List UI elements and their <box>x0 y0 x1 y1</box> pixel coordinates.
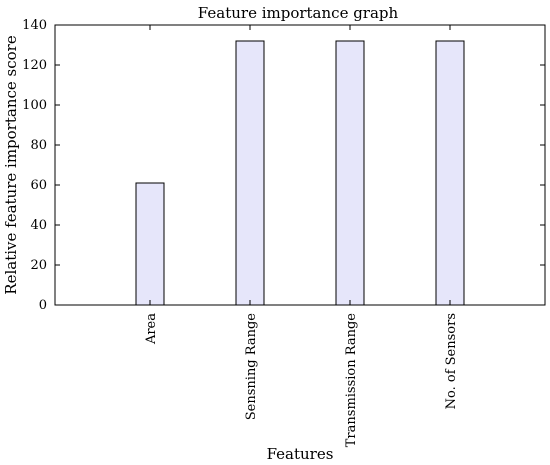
x-axis-label: Features <box>267 445 334 463</box>
bars-group <box>135 40 465 306</box>
y-tick-label: 0 <box>39 298 47 313</box>
plot-area: 0 20 40 60 80 100 120 140 Area Sensning Range Tra… <box>22 18 546 447</box>
bar-no-of-sensors <box>435 40 465 306</box>
y-tick-label: 40 <box>30 218 47 233</box>
y-ticks-group: 0 20 40 60 80 100 120 140 <box>22 18 545 313</box>
y-tick-label: 60 <box>30 178 47 193</box>
x-tick-label: No. of Sensors <box>444 313 459 409</box>
y-tick-label: 140 <box>22 18 47 33</box>
plot-frame <box>54 24 546 306</box>
x-tick-label: Sensning Range <box>244 313 259 421</box>
x-tick-label: Area <box>144 313 159 345</box>
bar-transmission-range <box>335 40 365 306</box>
y-tick-label: 120 <box>22 58 47 73</box>
chart-title: Feature importance graph <box>198 4 399 22</box>
y-tick-label: 100 <box>22 98 47 113</box>
y-tick-label: 20 <box>30 258 47 273</box>
x-ticks-group: Area Sensning Range Transmission Range No. … <box>144 25 459 447</box>
y-axis-label: Relative feature importance score <box>2 35 20 295</box>
bar-sensning-range <box>235 40 265 306</box>
y-tick-label: 80 <box>30 138 47 153</box>
x-tick-label: Transmission Range <box>344 313 359 448</box>
bar-area <box>135 182 165 306</box>
